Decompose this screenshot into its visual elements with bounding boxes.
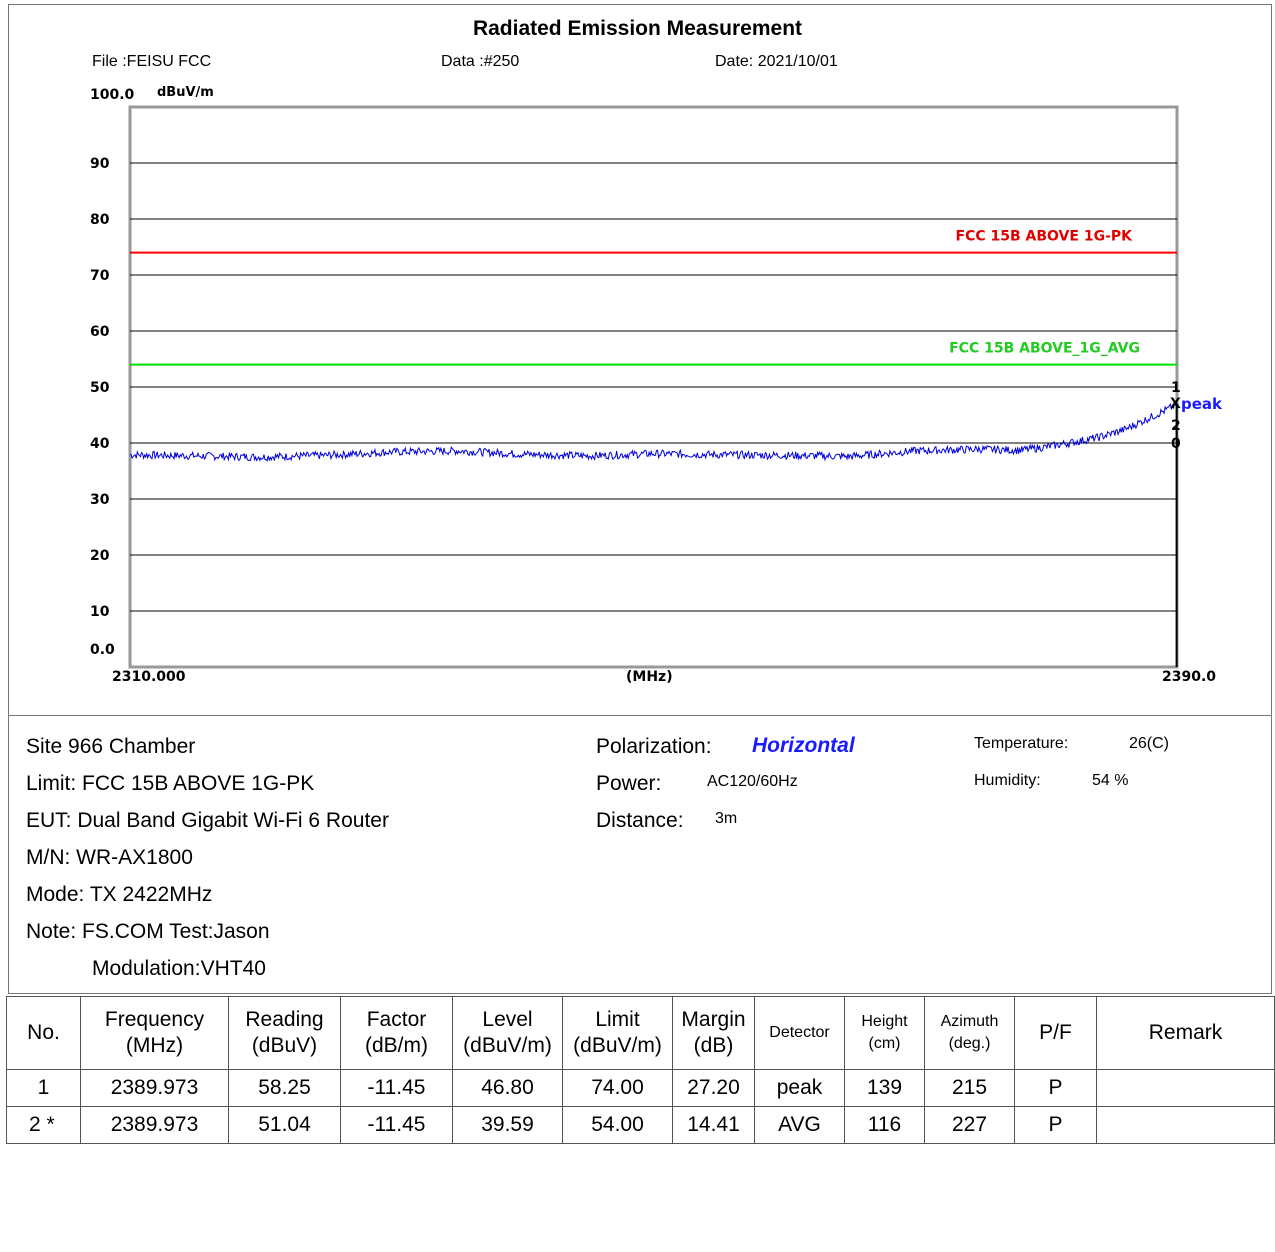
cell-level: 39.59	[452, 1106, 563, 1144]
humidity-label: Humidity:	[974, 772, 1041, 789]
temperature-value: 26(C)	[1129, 735, 1170, 752]
power-value: AC120/60Hz	[707, 773, 798, 790]
header-limit: Limit (dBuV/m)	[562, 996, 673, 1070]
distance-value: 3m	[715, 810, 738, 827]
polarization-value: Horizontal	[752, 734, 855, 757]
y-axis-label: dBuV/m	[157, 85, 214, 100]
report-title: Radiated Emission Measurement	[472, 17, 803, 40]
y-tick-label: 90	[90, 156, 110, 172]
header-azimuth: Azimuth (deg.)	[924, 996, 1015, 1070]
eut-info: EUT: Dual Band Gigabit Wi-Fi 6 Router	[26, 809, 389, 832]
table-header-row: No. Frequency (MHz) Reading (dBuV) Factor(…	[6, 996, 1275, 1070]
header-reading: Reading (dBuV)	[228, 996, 341, 1070]
cell-remark	[1096, 1106, 1275, 1144]
section-divider	[8, 715, 1272, 716]
y-tick-label: 60	[90, 324, 110, 340]
header-factor: Factor (dB/m)	[340, 996, 453, 1070]
y-tick-label: 20	[90, 548, 110, 564]
cell-azimuth: 227	[924, 1106, 1015, 1144]
cell-detector: AVG	[754, 1106, 845, 1144]
cell-reading: 51.04	[228, 1106, 341, 1144]
x-axis-label: (MHz)	[626, 669, 673, 685]
y-tick-label: 80	[90, 212, 110, 228]
cell-frequency: 2389.973	[80, 1069, 229, 1107]
header-pf: P/F	[1014, 996, 1097, 1070]
modulation-info: Modulation:VHT40	[92, 957, 266, 980]
report-date: Date: 2021/10/01	[715, 53, 838, 70]
y-tick-label: 70	[90, 268, 110, 284]
polarization-label: Polarization:	[596, 735, 712, 758]
cell-height: 139	[844, 1069, 925, 1107]
x-tick-label: 2310.000	[112, 669, 186, 685]
y-tick-label: 10	[90, 604, 110, 620]
header-detector: Detector	[754, 996, 845, 1070]
table-row: 1 2389.973 58.25 -11.45 46.80 74.00 27.2…	[6, 1069, 1275, 1107]
marker-zero: 0	[1171, 436, 1181, 452]
data-number: Data :#250	[441, 53, 520, 70]
model-info: M/N: WR-AX1800	[26, 846, 193, 869]
cell-frequency: 2389.973	[80, 1106, 229, 1144]
distance-label: Distance:	[596, 809, 684, 832]
mode-info: Mode: TX 2422MHz	[26, 883, 213, 906]
cell-no: 2 *	[6, 1106, 81, 1144]
cell-pf: P	[1014, 1106, 1097, 1144]
site-info: Site 966 Chamber	[26, 735, 196, 758]
header-margin: Margin (dB)	[672, 996, 755, 1070]
cell-detector: peak	[754, 1069, 845, 1107]
y-tick-label: 30	[90, 492, 110, 508]
x-tick-label: 2390.0	[1162, 669, 1216, 685]
header-level: Level (dBuV/m)	[452, 996, 563, 1070]
y-tick-label: 0.0	[90, 642, 115, 658]
table-row: 2 * 2389.973 51.04 -11.45 39.59 54.00 14…	[6, 1106, 1275, 1144]
y-tick-label: 100.0	[90, 87, 135, 103]
marker-id: 1	[1171, 380, 1181, 396]
marker-symbol: X	[1170, 396, 1181, 412]
cell-pf: P	[1014, 1069, 1097, 1107]
header-height: Height (cm)	[844, 996, 925, 1070]
temperature-label: Temperature:	[974, 735, 1069, 752]
header-frequency: Frequency (MHz)	[80, 996, 229, 1070]
limit-info: Limit: FCC 15B ABOVE 1G-PK	[26, 772, 315, 795]
cell-margin: 27.20	[672, 1069, 755, 1107]
header-no: No.	[6, 996, 81, 1070]
cell-level: 46.80	[452, 1069, 563, 1107]
file-name: File :FEISU FCC	[92, 53, 212, 70]
results-table: No. Frequency (MHz) Reading (dBuV) Factor(…	[6, 996, 1275, 1144]
cell-azimuth: 215	[924, 1069, 1015, 1107]
series-line	[129, 401, 1178, 462]
cell-remark	[1096, 1069, 1275, 1107]
header-remark: Remark	[1096, 996, 1275, 1070]
report-frame	[8, 4, 1272, 994]
power-label: Power:	[596, 772, 662, 795]
limit-line-label: FCC 15B ABOVE_1G_AVG	[949, 341, 1140, 357]
cell-reading: 58.25	[228, 1069, 341, 1107]
y-tick-label: 50	[90, 380, 110, 396]
cell-limit: 54.00	[562, 1106, 673, 1144]
marker-id: 2	[1171, 418, 1181, 434]
limit-line-label: FCC 15B ABOVE 1G-PK	[956, 229, 1134, 245]
cell-limit: 74.00	[562, 1069, 673, 1107]
cell-height: 116	[844, 1106, 925, 1144]
cell-factor: -11.45	[340, 1106, 453, 1144]
cell-no: 1	[6, 1069, 81, 1107]
marker-label: peak	[1181, 395, 1223, 413]
note-info: Note: FS.COM Test:Jason	[26, 920, 270, 943]
y-tick-label: 40	[90, 436, 110, 452]
cell-margin: 14.41	[672, 1106, 755, 1144]
cell-factor: -11.45	[340, 1069, 453, 1107]
humidity-value: 54 %	[1092, 772, 1129, 789]
